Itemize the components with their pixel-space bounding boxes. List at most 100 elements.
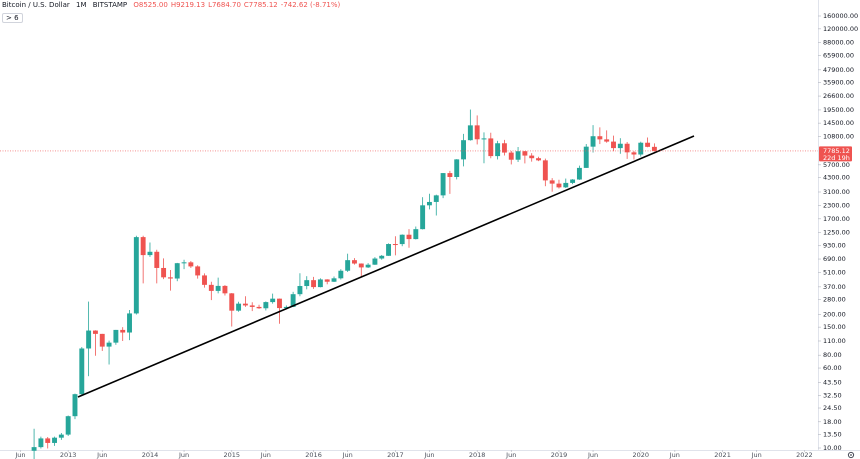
candle-body [208, 284, 214, 291]
y-tick-label: 930.00 [823, 242, 846, 250]
candle-body [379, 255, 385, 259]
candle-body [154, 251, 160, 268]
candle-body [590, 136, 596, 147]
candle-body [549, 180, 555, 184]
candle-body [365, 264, 371, 268]
candle-body [167, 277, 173, 279]
candle-body [604, 139, 610, 142]
candle-body [454, 159, 460, 177]
candle-body [290, 294, 296, 307]
y-tick-label: 150.00 [823, 323, 846, 331]
trend-line[interactable] [77, 135, 695, 398]
candle-body [645, 142, 651, 147]
y-tick-label: 120000.00 [823, 25, 858, 33]
y-tick-label: 18.00 [823, 418, 842, 426]
ohlc-value: H9219.13 [170, 1, 206, 9]
candle-body [611, 141, 616, 149]
candle-body [242, 303, 248, 306]
y-tick-label: 47900.00 [823, 66, 854, 74]
candle-body [133, 237, 139, 314]
candle-body [52, 437, 57, 443]
candle-body [72, 394, 78, 417]
x-tick-label: Jun [587, 451, 598, 459]
indicators-toggle[interactable]: > 6 [2, 13, 23, 23]
candle-body [426, 201, 432, 206]
candle-body [481, 138, 487, 140]
candles [31, 109, 657, 459]
candle-body [488, 138, 494, 157]
x-tick-label: 2021 [714, 451, 731, 459]
candle-body [195, 266, 201, 276]
candle-body [263, 302, 269, 309]
y-tick-label: 10.00 [823, 444, 842, 452]
x-tick-label: 2016 [305, 451, 322, 459]
y-tick-label: 4300.00 [823, 173, 850, 181]
y-tick-label: 110.00 [823, 337, 846, 345]
candle-body [215, 285, 221, 291]
ohlc-value: L7684.70 [208, 1, 241, 9]
candle-body [631, 152, 637, 155]
x-tick-label: Jun [669, 451, 680, 459]
y-tick-label: 2300.00 [823, 201, 850, 209]
candle-body [576, 167, 582, 180]
candle-body [420, 205, 426, 230]
candle-body [174, 263, 180, 279]
y-tick-label: 280.00 [823, 295, 846, 303]
candle-body [372, 258, 378, 265]
candle-body [277, 298, 282, 309]
candle-body [181, 262, 187, 264]
settings-icon[interactable] [847, 451, 855, 459]
candle-body [413, 229, 419, 240]
candle-body [236, 303, 242, 311]
ohlc-value: O8525.00 [133, 1, 168, 9]
x-tick-label: 2014 [142, 451, 159, 459]
interval[interactable]: 1M [76, 1, 87, 9]
candle-body [99, 333, 105, 347]
candle-body [392, 244, 398, 246]
candle-body [467, 125, 473, 141]
candle-body [638, 142, 644, 155]
candle-body [127, 313, 132, 333]
candle-body [556, 183, 562, 188]
y-tick-label: 3100.00 [823, 188, 850, 196]
y-tick-label: 370.00 [823, 283, 846, 291]
x-tick-label: Jun [260, 451, 271, 459]
candle-body [536, 158, 541, 161]
candle-body [38, 438, 44, 448]
candle-body [222, 285, 228, 294]
candle-body [65, 416, 71, 435]
candle-body [338, 270, 344, 279]
symbol-name[interactable]: Bitcoin / U.S. Dollar [2, 1, 70, 9]
candle-body [188, 262, 194, 267]
y-tick-label: 200.00 [823, 310, 846, 318]
candle-body [140, 237, 146, 256]
y-tick-label: 1700.00 [823, 215, 850, 223]
candle-body [58, 434, 64, 438]
x-tick-label: Jun [96, 451, 107, 459]
countdown-label: 22d 19h [823, 154, 850, 162]
x-tick-label: Jun [178, 451, 189, 459]
candle-body [249, 305, 255, 307]
candle-body [317, 279, 323, 288]
candle-body [92, 330, 98, 334]
candle-body [147, 251, 153, 256]
candle-body [651, 146, 657, 151]
candle-body [270, 298, 276, 303]
y-tick-label: 690.00 [823, 255, 846, 263]
x-tick-label: 2013 [60, 451, 77, 459]
candle-body [120, 329, 126, 333]
candle-body [324, 279, 330, 282]
y-tick-label: 1250.00 [823, 229, 850, 237]
y-tick-label: 26600.00 [823, 92, 854, 100]
candle-body [522, 151, 528, 156]
exchange: BITSTAMP [92, 1, 128, 9]
candle-body [447, 173, 453, 177]
candle-body [474, 125, 480, 140]
candle-body [256, 306, 262, 309]
y-tick-label: 14500.00 [823, 119, 854, 127]
candle-body [202, 275, 207, 285]
x-tick-label: 2017 [387, 451, 404, 459]
x-tick-label: 2015 [223, 451, 240, 459]
x-tick-label: Jun [342, 451, 353, 459]
